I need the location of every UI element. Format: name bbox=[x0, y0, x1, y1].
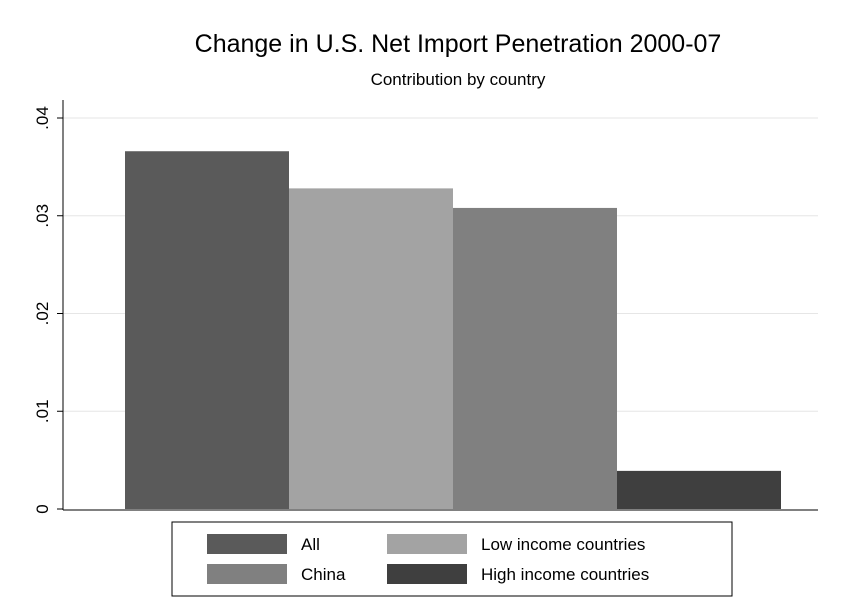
y-tick-label: .03 bbox=[33, 204, 52, 228]
bars bbox=[125, 151, 781, 510]
y-tick-label: .04 bbox=[33, 106, 52, 130]
legend: All Low income countries China High income … bbox=[171, 521, 733, 597]
legend-swatch bbox=[207, 564, 287, 584]
y-tick-label: .02 bbox=[33, 302, 52, 326]
legend-label: High income countries bbox=[481, 565, 649, 584]
bar bbox=[453, 207, 617, 509]
legend-label: China bbox=[301, 565, 346, 584]
legend-label: Low income countries bbox=[481, 535, 645, 554]
chart-subtitle: Contribution by country bbox=[371, 70, 546, 89]
y-tick-label: 0 bbox=[33, 504, 52, 513]
legend-swatch bbox=[387, 534, 467, 554]
legend-swatch bbox=[207, 534, 287, 554]
chart-title: Change in U.S. Net Import Penetration 20… bbox=[195, 30, 722, 58]
legend-swatch bbox=[387, 564, 467, 584]
bar bbox=[125, 151, 289, 510]
y-tick-label: .01 bbox=[33, 399, 52, 423]
bar bbox=[617, 470, 781, 509]
y-axis: 0 .01 .02 .03 .04 bbox=[33, 100, 818, 514]
legend-label: All bbox=[301, 535, 320, 554]
bar bbox=[289, 188, 453, 509]
legend-box bbox=[171, 521, 733, 597]
